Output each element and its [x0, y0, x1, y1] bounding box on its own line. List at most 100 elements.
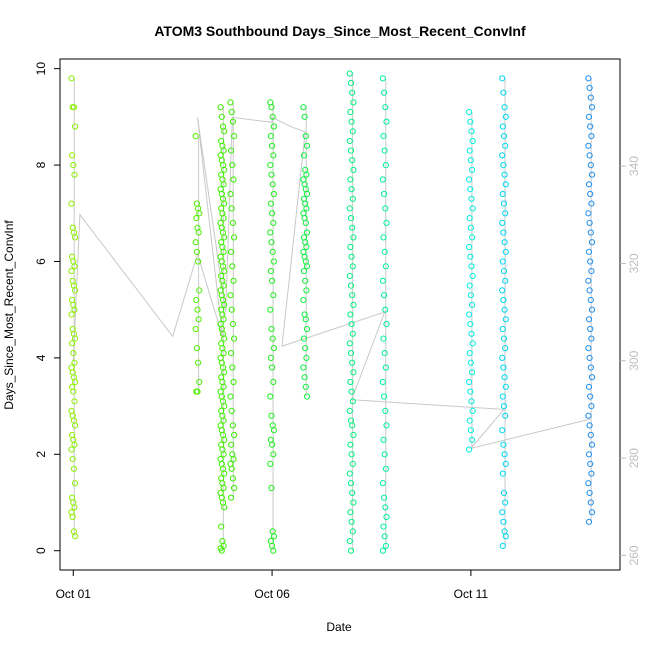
data-point — [196, 287, 203, 294]
data-point — [68, 75, 75, 82]
data-point — [267, 393, 274, 400]
data-point — [469, 272, 476, 279]
data-point — [587, 460, 594, 467]
data-point — [303, 243, 310, 251]
x-tick-label: Oct 11 — [454, 587, 489, 601]
data-point — [192, 325, 199, 333]
data-point — [585, 383, 593, 390]
data-point — [382, 104, 389, 111]
data-point — [267, 200, 274, 207]
data-point — [346, 137, 353, 145]
data-point — [192, 239, 199, 246]
data-point — [220, 484, 227, 492]
data-point — [228, 205, 235, 212]
data-point — [469, 137, 476, 145]
y2-tick-label: 280 — [627, 448, 641, 468]
data-point — [348, 518, 355, 525]
data-point — [72, 123, 79, 130]
data-point — [196, 378, 203, 386]
data-point — [301, 113, 308, 120]
data-point — [586, 84, 593, 92]
data-point — [466, 243, 473, 251]
data-point — [502, 460, 509, 467]
data-point — [469, 166, 476, 173]
data-point — [586, 152, 593, 159]
data-point — [381, 190, 388, 198]
data-point — [220, 451, 227, 458]
data-point — [499, 190, 506, 198]
data-point — [221, 335, 228, 342]
data-point — [350, 301, 357, 308]
data-point — [346, 70, 353, 77]
data-point — [588, 403, 595, 410]
data-point — [69, 513, 76, 521]
data-point — [196, 210, 203, 217]
data-point — [302, 345, 309, 352]
data-point — [468, 398, 475, 405]
data-point — [302, 277, 309, 284]
data-point — [466, 378, 473, 386]
data-point — [467, 224, 474, 231]
data-point — [300, 296, 307, 304]
data-point — [268, 412, 275, 419]
data-point — [231, 234, 238, 241]
data-point — [228, 350, 235, 357]
data-point — [347, 480, 355, 487]
data-point — [300, 104, 307, 111]
data-point — [588, 171, 596, 178]
data-point — [269, 335, 276, 342]
data-point — [500, 89, 507, 96]
data-point — [194, 388, 201, 395]
data-point — [381, 248, 388, 255]
data-point — [268, 171, 275, 178]
data-point — [350, 499, 357, 506]
data-point — [500, 133, 508, 140]
data-point — [588, 104, 596, 111]
data-point — [71, 359, 78, 366]
data-point — [499, 542, 506, 550]
data-point — [382, 504, 389, 511]
data-point — [70, 388, 77, 395]
data-point — [383, 513, 390, 521]
data-point — [585, 113, 593, 120]
data-point — [499, 287, 506, 294]
y-tick-label: 6 — [34, 258, 48, 265]
chart-title: ATOM3 Southbound Days_Since_Most_Recent_… — [154, 23, 526, 39]
data-point — [382, 542, 389, 550]
data-point — [72, 287, 79, 294]
data-point — [587, 258, 594, 265]
data-point — [269, 248, 276, 255]
data-point — [381, 350, 388, 357]
data-point — [587, 123, 594, 130]
data-point — [350, 99, 357, 106]
data-point — [502, 113, 509, 120]
data-point — [221, 403, 228, 410]
data-point — [303, 354, 310, 361]
data-point — [466, 108, 473, 116]
data-point — [192, 133, 199, 140]
data-point — [346, 340, 353, 347]
data-point — [229, 422, 236, 429]
data-point — [267, 306, 274, 313]
data-point — [346, 470, 353, 477]
data-point — [193, 248, 200, 255]
data-point — [71, 398, 78, 405]
data-point — [499, 427, 506, 434]
data-point — [379, 176, 386, 183]
data-point — [72, 234, 79, 241]
data-point — [381, 533, 388, 540]
data-point — [195, 359, 202, 366]
data-point — [193, 296, 200, 304]
data-point — [229, 219, 236, 226]
data-point — [466, 446, 473, 453]
data-point — [381, 494, 388, 501]
data-point — [587, 190, 594, 198]
data-point — [469, 407, 476, 414]
data-point — [500, 441, 507, 448]
data-point — [228, 465, 235, 472]
data-point — [270, 258, 277, 265]
data-point — [588, 470, 595, 477]
data-point — [269, 441, 276, 448]
data-point — [348, 186, 355, 193]
data-point — [350, 166, 357, 173]
